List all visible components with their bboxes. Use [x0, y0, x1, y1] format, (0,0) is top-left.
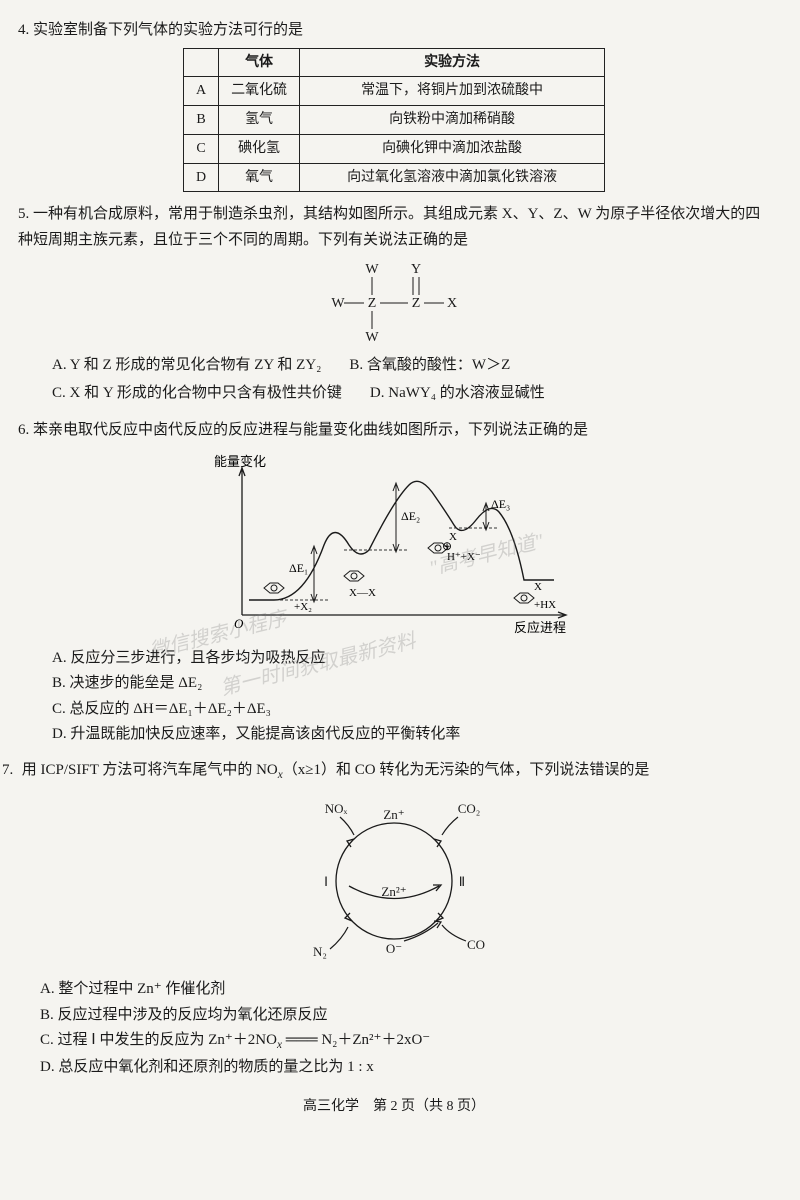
q7-opt-A-text: 整个过程中 Zn⁺ 作催化剂	[58, 981, 225, 997]
q7-text1: 用 ICP/SIFT 方法可将汽车尾气中的 NO	[22, 762, 278, 778]
q5-text: 一种有机合成原料，常用于制造杀虫剂，其结构如图所示。其组成元素 X、Y、Z、W …	[18, 206, 760, 248]
q4-r3c0: D	[183, 163, 218, 192]
q4-text: 实验室制备下列气体的实验方法可行的是	[33, 22, 303, 38]
q7-lbl-zn2: Zn²⁺	[381, 884, 406, 899]
q5-lbl-W1: W	[365, 262, 379, 277]
q4-r0c0: A	[183, 77, 218, 106]
q6-ylabel: 能量变化	[214, 454, 266, 469]
q5-options: A. Y 和 Z 形成的常见化合物有 ZY 和 ZY₂ B. 含氧酸的酸性：W＞…	[18, 353, 770, 408]
q4-r2c0: C	[183, 134, 218, 163]
q7-opt-B: B. 反应过程中涉及的反应均为氧化还原反应	[40, 1003, 770, 1029]
q4-r1c2: 向铁粉中滴加稀硝酸	[300, 106, 605, 135]
q6-opt-A: A. 反应分三步进行，且各步均为吸热反应	[52, 646, 770, 672]
q6-chart: 能量变化 反应进程 O ΔE₁ ΔE₂ ΔE₃	[18, 450, 770, 640]
q6-species-1: +X₂	[294, 601, 312, 613]
q6-opt-C-text: 总反应的 ΔH＝ΔE₁＋ΔE₂＋ΔE₃	[70, 701, 271, 717]
q7-opt-D: D. 总反应中氧化剂和还原剂的物质的量之比为 1 : x	[40, 1055, 770, 1081]
q5-number: 5.	[18, 202, 29, 228]
q4-table: 气体 实验方法 A 二氧化硫 常温下，将铜片加到浓硫酸中 B 氢气 向铁粉中滴加…	[183, 48, 605, 193]
q7-lbl-nox: NOₓ	[325, 801, 348, 816]
question-5: 5. 一种有机合成原料，常用于制造杀虫剂，其结构如图所示。其组成元素 X、Y、Z…	[18, 202, 770, 408]
q7-lbl-zn: Zn⁺	[383, 807, 404, 822]
q4-r0c2: 常温下，将铜片加到浓硫酸中	[300, 77, 605, 106]
q6-dE2: ΔE₂	[401, 509, 420, 523]
q6-text: 苯亲电取代反应中卤代反应的反应进程与能量变化曲线如图所示，下列说法正确的是	[33, 422, 588, 438]
q7-options: A. 整个过程中 Zn⁺ 作催化剂 B. 反应过程中涉及的反应均为氧化还原反应 …	[18, 977, 770, 1081]
q6-options: A. 反应分三步进行，且各步均为吸热反应 B. 决速步的能垒是 ΔE₂ C. 总…	[18, 646, 770, 748]
q4-th-method: 实验方法	[300, 48, 605, 77]
q7-lbl-n2: N₂	[313, 944, 327, 959]
q4-th-gas: 气体	[219, 48, 300, 77]
q7-lbl-co2: CO₂	[458, 801, 481, 816]
q5-opt-B-text: 含氧酸的酸性：W＞Z	[367, 357, 510, 373]
q4-stem: 4. 实验室制备下列气体的实验方法可行的是	[18, 18, 770, 44]
q5-lbl-W2: W	[331, 296, 345, 311]
q7-text2: 和 CO 转化为无污染的气体，下列说法错误的是	[336, 762, 649, 778]
q5-opt-D-text: NaWY₄ 的水溶液显碱性	[388, 385, 544, 401]
question-6: 6. 苯亲电取代反应中卤代反应的反应进程与能量变化曲线如图所示，下列说法正确的是…	[18, 418, 770, 748]
q4-r0c1: 二氧化硫	[219, 77, 300, 106]
q6-species-xx: X—X	[349, 587, 376, 599]
question-4: 4. 实验室制备下列气体的实验方法可行的是 气体 实验方法 A 二氧化硫 常温下…	[18, 18, 770, 192]
q5-lbl-Z1: Z	[368, 296, 377, 311]
q7-cycle: NOₓ Zn⁺ CO₂ Ⅰ Ⅱ Zn²⁺ N₂ O⁻ CO	[18, 791, 770, 971]
q6-opt-C: C. 总反应的 ΔH＝ΔE₁＋ΔE₂＋ΔE₃	[52, 697, 770, 723]
q4-r1c0: B	[183, 106, 218, 135]
q7-opt-B-text: 反应过程中涉及的反应均为氧化还原反应	[58, 1007, 328, 1023]
q4-number: 4.	[18, 18, 29, 44]
page-footer: 高三化学 第 2 页（共 8 页）	[18, 1095, 770, 1119]
q5-opt-B: B. 含氧酸的酸性：W＞Z	[349, 353, 510, 379]
q5-opt-C-text: X 和 Y 形成的化合物中只含有极性共价键	[70, 385, 342, 401]
q5-opt-A: A. Y 和 Z 形成的常见化合物有 ZY 和 ZY₂	[52, 353, 321, 379]
q6-number: 6.	[18, 418, 29, 444]
q7-cycle-svg: NOₓ Zn⁺ CO₂ Ⅰ Ⅱ Zn²⁺ N₂ O⁻ CO	[244, 791, 544, 971]
q6-opt-B-text: 决速步的能垒是 ΔE₂	[70, 675, 203, 691]
q6-stem: 6. 苯亲电取代反应中卤代反应的反应进程与能量变化曲线如图所示，下列说法正确的是	[18, 418, 770, 444]
q6-dE3: ΔE₃	[491, 497, 510, 511]
q7-opt-C: C. 过程 Ⅰ 中发生的反应为 Zn⁺＋2NOx ═══ N₂＋Zn²⁺＋2xO…	[40, 1028, 770, 1055]
q6-opt-D: D. 升温既能加快反应速率，又能提高该卤代反应的平衡转化率	[52, 722, 770, 748]
q5-opt-C: C. X 和 Y 形成的化合物中只含有极性共价键	[52, 381, 342, 407]
q5-stem: 5. 一种有机合成原料，常用于制造杀虫剂，其结构如图所示。其组成元素 X、Y、Z…	[18, 202, 770, 253]
q4-r2c2: 向碘化钾中滴加浓盐酸	[300, 134, 605, 163]
q7-lbl-co: CO	[467, 937, 485, 952]
q6-species-px: X	[534, 581, 542, 593]
q5-structure-svg: W Y W Z Z X W	[324, 259, 464, 347]
q6-opt-A-text: 反应分三步进行，且各步均为吸热反应	[70, 650, 325, 666]
q4-r3c1: 氧气	[219, 163, 300, 192]
q5-lbl-W3: W	[365, 330, 379, 345]
q7-lbl-o: O⁻	[386, 941, 402, 956]
q7-lbl-II: Ⅱ	[459, 874, 465, 889]
q5-lbl-X: X	[447, 296, 457, 311]
q5-opt-A-text: Y 和 Z 形成的常见化合物有 ZY 和 ZY₂	[70, 357, 322, 373]
q6-xlabel: 反应进程	[514, 620, 566, 635]
q4-th-blank	[183, 48, 218, 77]
q6-origin: O	[234, 616, 244, 631]
q4-r2c1: 碘化氢	[219, 134, 300, 163]
q5-lbl-Y: Y	[411, 262, 421, 277]
q7-paren: （x≥1）	[283, 762, 336, 778]
q7-opt-D-text: 总反应中氧化剂和还原剂的物质的量之比为 1 : x	[58, 1059, 373, 1075]
q7-stem: 7. 用 ICP/SIFT 方法可将汽车尾气中的 NOx（x≥1）和 CO 转化…	[34, 758, 770, 785]
question-7: 7. 用 ICP/SIFT 方法可将汽车尾气中的 NOx（x≥1）和 CO 转化…	[18, 758, 770, 1081]
q5-structure: W Y W Z Z X W	[18, 259, 770, 347]
q7-opt-A: A. 整个过程中 Zn⁺ 作催化剂	[40, 977, 770, 1003]
q7-lbl-I: Ⅰ	[324, 874, 328, 889]
q6-chart-svg: 能量变化 反应进程 O ΔE₁ ΔE₂ ΔE₃	[194, 450, 594, 640]
q4-r1c1: 氢气	[219, 106, 300, 135]
q6-species-plus: ⊕	[442, 539, 452, 553]
q6-species-hx: H⁺+X⁻	[447, 551, 481, 563]
q4-r3c2: 向过氧化氢溶液中滴加氯化铁溶液	[300, 163, 605, 192]
q6-opt-B: B. 决速步的能垒是 ΔE₂	[52, 671, 770, 697]
q6-opt-D-text: 升温既能加快反应速率，又能提高该卤代反应的平衡转化率	[70, 726, 460, 742]
q6-dE1: ΔE₁	[289, 561, 308, 575]
q7-opt-C-pre: 过程 Ⅰ 中发生的反应为 Zn⁺＋2NO	[58, 1032, 277, 1048]
q5-opt-D: D. NaWY₄ 的水溶液显碱性	[370, 381, 545, 407]
q6-species-phx: +HX	[534, 599, 556, 611]
q7-opt-C-post: ═══ N₂＋Zn²⁺＋2xO⁻	[282, 1032, 430, 1048]
q5-lbl-Z2: Z	[412, 296, 421, 311]
